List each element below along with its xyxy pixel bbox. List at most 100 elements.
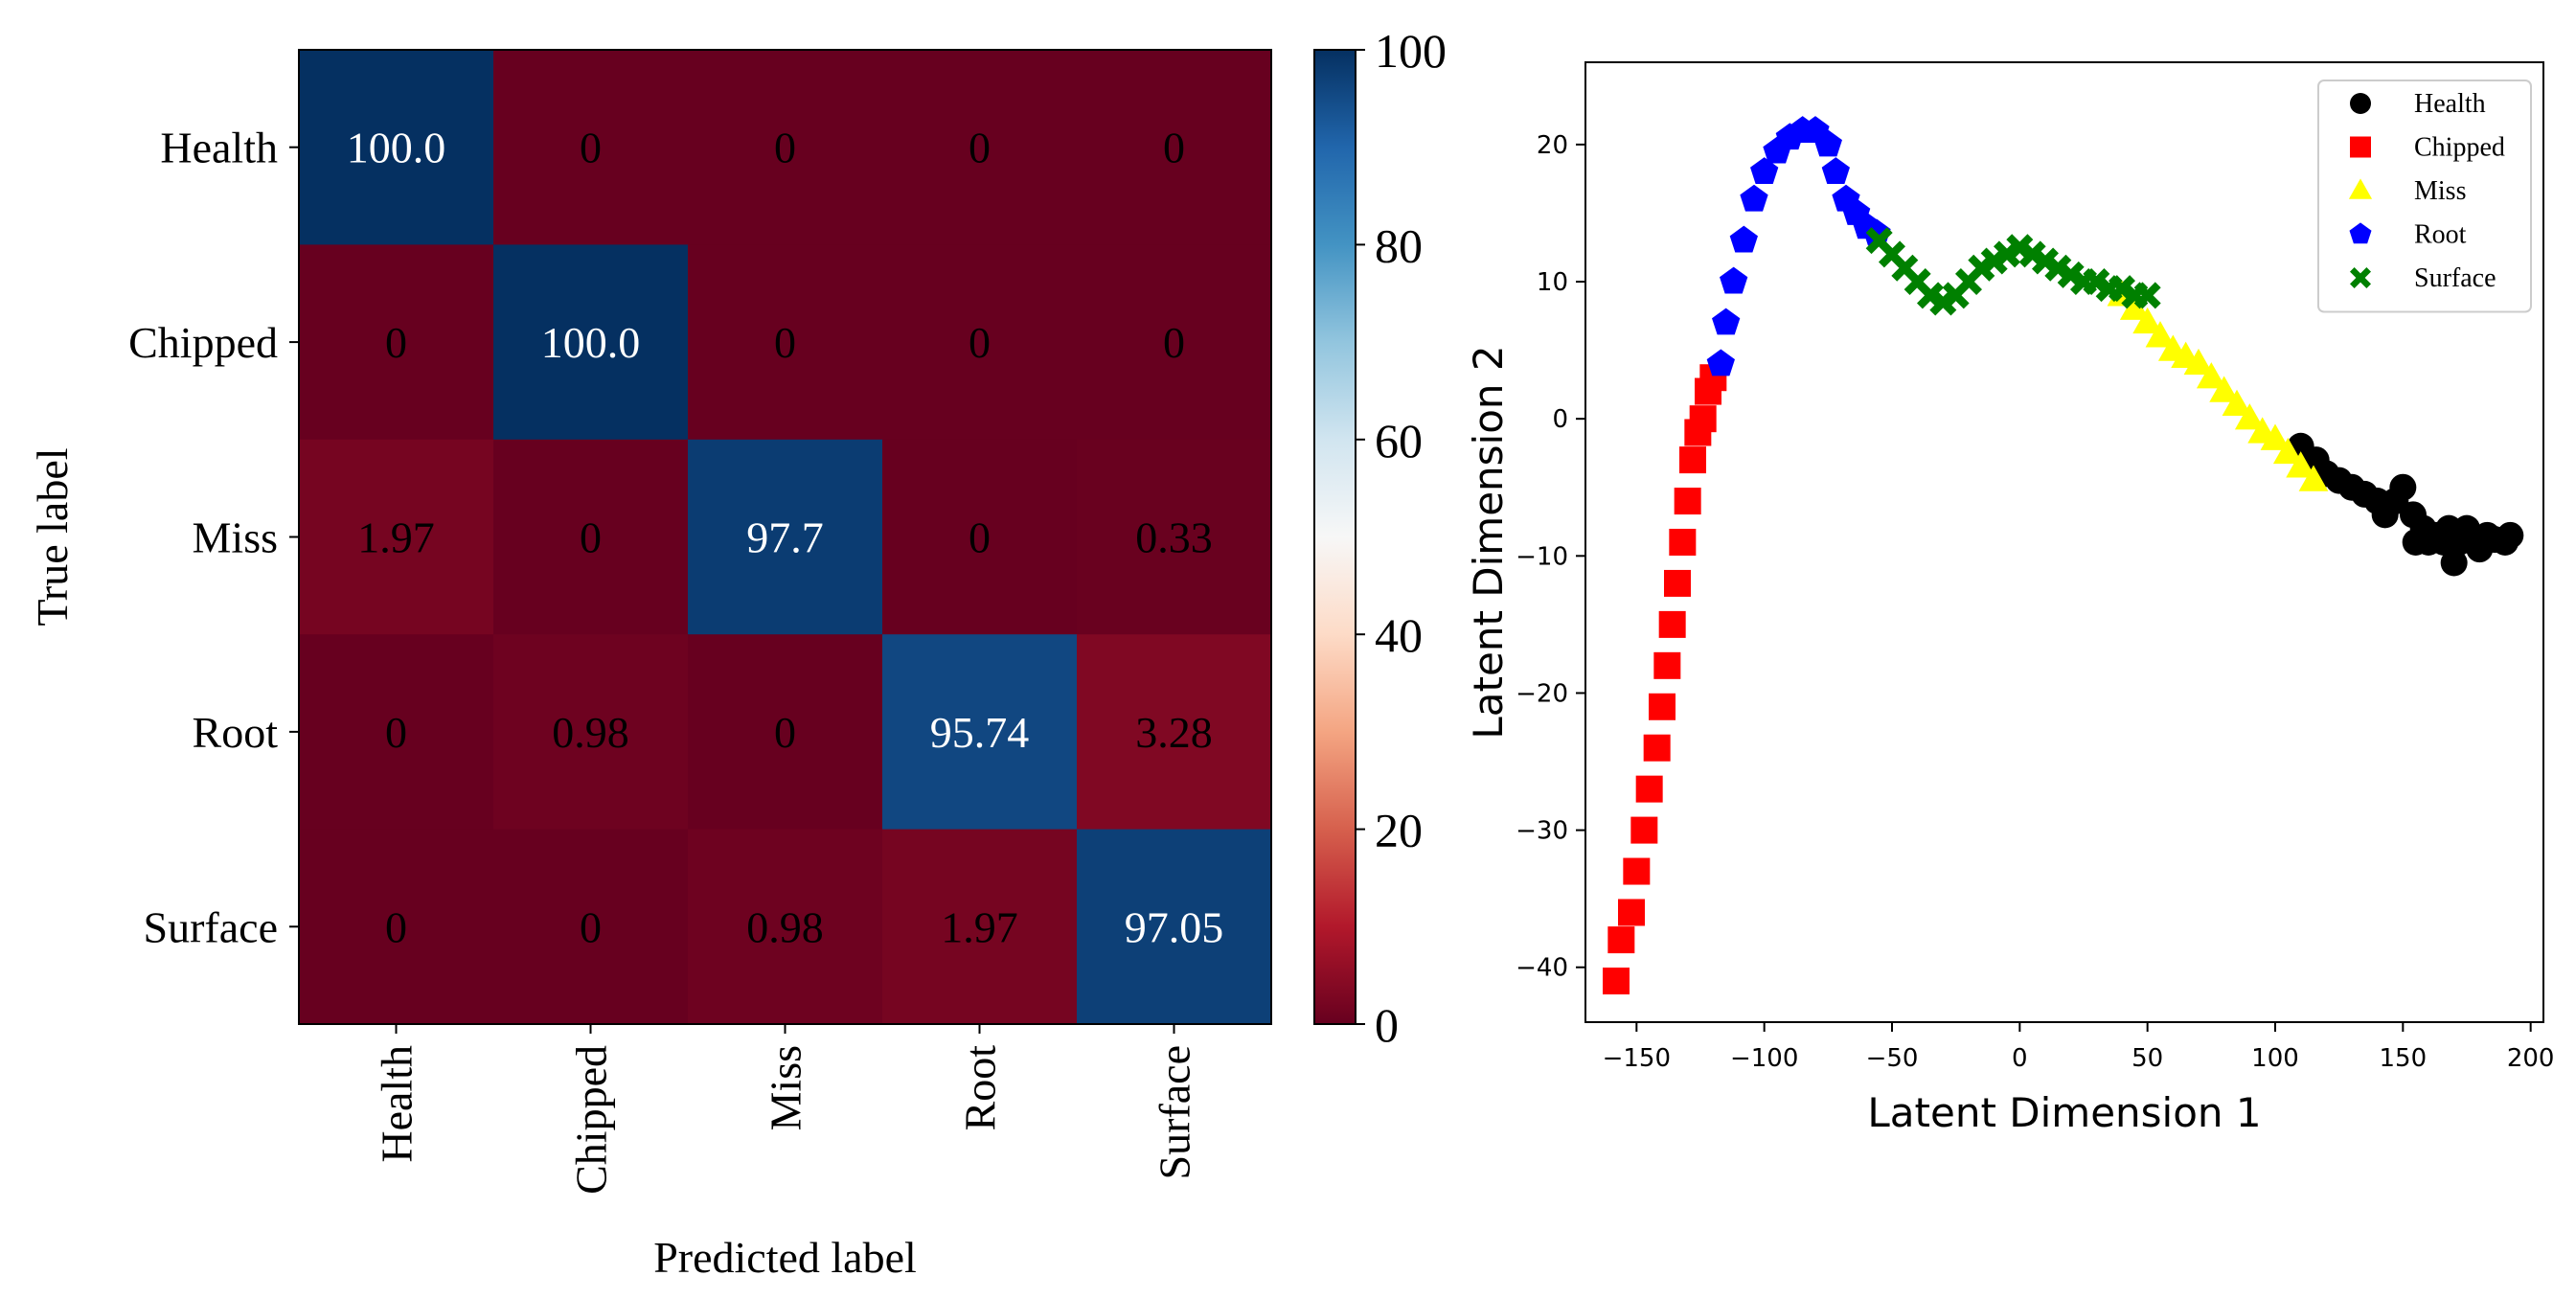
heatmap-cell: [1077, 50, 1272, 245]
scatter-point: [2440, 549, 2468, 577]
legend-entry-label: Surface: [2414, 263, 2496, 293]
scatter-point: [2496, 521, 2524, 549]
heatmap-cell: [688, 634, 883, 831]
legend-entry-label: Miss: [2414, 176, 2466, 206]
heatmap-cell-label: 0: [580, 124, 602, 172]
heatmap-cell-label: 0.33: [1135, 513, 1213, 562]
scatter-x-tick-label: 50: [2131, 1044, 2163, 1073]
legend-entry-label: Health: [2414, 89, 2486, 119]
legend-marker: [2349, 222, 2372, 244]
heatmap-cell: [1077, 439, 1272, 635]
heatmap-cell-label: 0: [969, 513, 991, 562]
heatmap-cell-label: 0: [1163, 318, 1185, 367]
heatmap-column-tick-labels: Health Chipped Miss Root Surface: [373, 1024, 1199, 1195]
legend-entry-label: Root: [2414, 220, 2467, 250]
heatmap-cell-label: 0: [385, 902, 407, 951]
scatter-point: [1649, 693, 1676, 720]
scatter-point: [2119, 293, 2150, 320]
scatter-point: [1623, 857, 1651, 885]
legend-marker: [2348, 178, 2373, 199]
scatter-point: [1679, 446, 1706, 474]
heatmap-cell-label: 0: [774, 318, 796, 367]
heatmap-cell-label: 0: [969, 124, 991, 172]
legend-marker: [2350, 267, 2371, 288]
scatter-series-health: [2287, 432, 2524, 577]
scatter-y-tick-label: 0: [1552, 405, 1568, 434]
heatmap-cell: [299, 634, 494, 831]
heatmap-row-label: Chipped: [128, 318, 278, 367]
heatmap-cell: [882, 50, 1078, 245]
scatter-y-tick-label: −20: [1516, 679, 1568, 708]
heatmap-row-label: Health: [160, 124, 278, 172]
heatmap-cell-label: 0: [1163, 124, 1185, 172]
scatter-point: [1630, 816, 1658, 844]
scatter-x-tick-label: 100: [2251, 1044, 2299, 1073]
scatter-series-chipped: [1603, 364, 1727, 995]
colorbar-tick-label: 60: [1375, 414, 1423, 467]
heatmap-cell-label: 95.74: [930, 708, 1030, 757]
scatter-point: [1821, 157, 1850, 184]
heatmap-cell-label: 0: [580, 513, 602, 562]
scatter-point: [1980, 247, 2008, 275]
heatmap-row-tick-labels: Health Chipped Miss Root Surface: [128, 124, 299, 951]
heatmap-cell-label: 100.0: [347, 124, 446, 172]
scatter-point: [2272, 437, 2303, 465]
scatter-x-tick-label: 0: [2012, 1044, 2028, 1073]
scatter-point: [1929, 288, 1957, 316]
heatmap-cell: [688, 829, 883, 1025]
heatmap-cell: [493, 439, 689, 635]
colorbar-tick-label: 20: [1375, 804, 1423, 857]
heatmap-row-label: Surface: [144, 902, 278, 951]
heatmap-cell-label: 0.98: [552, 708, 629, 757]
scatter-point: [1635, 775, 1663, 803]
scatter-y-tick-label: −10: [1516, 542, 1568, 571]
legend-box: [2317, 80, 2532, 313]
scatter-point: [2389, 473, 2417, 501]
heatmap-cell: [688, 50, 883, 245]
colorbar-tick-label: 0: [1375, 998, 1399, 1052]
scatter-point: [2057, 261, 2085, 288]
heatmap-column-label: Root: [956, 1045, 1005, 1131]
scatter-point: [2222, 389, 2252, 417]
heatmap-row-label: Miss: [193, 513, 278, 562]
scatter-x-tick-label: 200: [2507, 1044, 2555, 1073]
heatmap-cell: [882, 244, 1078, 441]
heatmap-cell: [299, 439, 494, 635]
heatmap-cell: [493, 829, 689, 1025]
scatter-point: [1643, 734, 1671, 762]
scatter-point: [2260, 423, 2291, 450]
legend-marker: [2350, 136, 2371, 158]
heatmap-cell-label: 0.98: [746, 902, 824, 951]
latent-space-scatter-plot: −150 −100 −50 0 50 100 150 200 −40−30−20−100102…: [1465, 61, 2555, 1136]
colorbar-tick-labels: 0 20 40 60 80 100: [1356, 24, 1447, 1052]
scatter-point: [1712, 308, 1741, 335]
heatmap-column-label: Miss: [762, 1045, 810, 1130]
heatmap-cell: [882, 634, 1078, 831]
scatter-point: [2234, 403, 2265, 430]
scatter-x-tick-label: −100: [1730, 1044, 1798, 1073]
colorbar-gradient: [1313, 49, 1356, 1025]
scatter-y-tick-label: 10: [1537, 268, 1568, 297]
scatter-point: [1813, 129, 1842, 157]
scatter-y-axis-label: Latent Dimension 2: [1465, 345, 1512, 739]
scatter-point: [1603, 968, 1630, 995]
scatter-x-tick-labels: −150 −100 −50 0 50 100 150 200: [1603, 1022, 2555, 1073]
heatmap-cell: [493, 634, 689, 831]
scatter-series-root: [1706, 116, 1891, 376]
heatmap-cell: [493, 244, 689, 441]
scatter-point: [1994, 240, 2020, 268]
heatmap-cell-label: 1.97: [941, 902, 1018, 951]
legend-marker: [2350, 93, 2371, 114]
heatmap-cell: [882, 829, 1078, 1025]
colorbar-tick-label: 40: [1375, 608, 1423, 662]
scatter-point: [2109, 275, 2135, 303]
scatter-point: [1917, 282, 1944, 309]
scatter-x-tick-label: 150: [2380, 1044, 2428, 1073]
colorbar-tick-label: 100: [1375, 24, 1447, 78]
heatmap-cell-label: 0: [385, 318, 407, 367]
scatter-point: [1607, 926, 1635, 954]
heatmap-cells: [299, 50, 1272, 1025]
scatter-point: [2133, 282, 2161, 309]
scatter-point: [1618, 899, 1645, 926]
scatter-series-miss: [2107, 280, 2329, 491]
